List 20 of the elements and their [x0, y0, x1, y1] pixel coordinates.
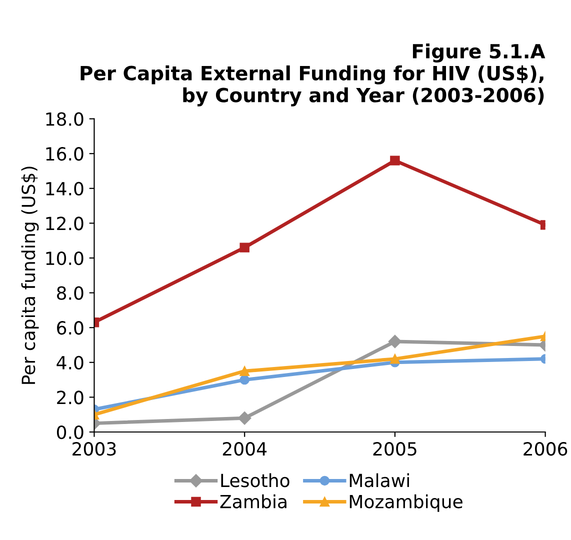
x-tick-label: 2006 — [524, 442, 568, 456]
x-tick-label: 2005 — [373, 442, 416, 456]
y-tick-label: 6.0 — [57, 321, 84, 335]
y-axis-title: Per capita funding (US$) — [21, 166, 39, 384]
y-tick-label: 8.0 — [57, 286, 84, 300]
y-tick-label: 4.0 — [56, 356, 84, 370]
legend-label: Malawi — [350, 473, 409, 488]
legend-label: Mozambique — [350, 494, 462, 512]
y-tick-label: 12.0 — [46, 216, 84, 230]
legend-label: Lesotho — [221, 473, 290, 488]
x-tick-label: 2003 — [72, 442, 116, 456]
y-tick-label: 10.0 — [46, 251, 84, 266]
y-tick-label: 0.0 — [56, 425, 84, 440]
x-tick-label: 2004 — [222, 442, 267, 456]
y-tick-label: 18.0 — [46, 112, 84, 126]
y-tick-label: 2.0 — [57, 390, 84, 404]
y-tick-label: 16.0 — [46, 147, 84, 161]
legend-label: Zambia — [220, 494, 286, 508]
chart-title: Figure 5.1.A Per Capita External Funding for HIV (US$), by Country and Year (2003-2006) — [80, 44, 546, 106]
y-tick-label: 14.0 — [46, 182, 84, 196]
